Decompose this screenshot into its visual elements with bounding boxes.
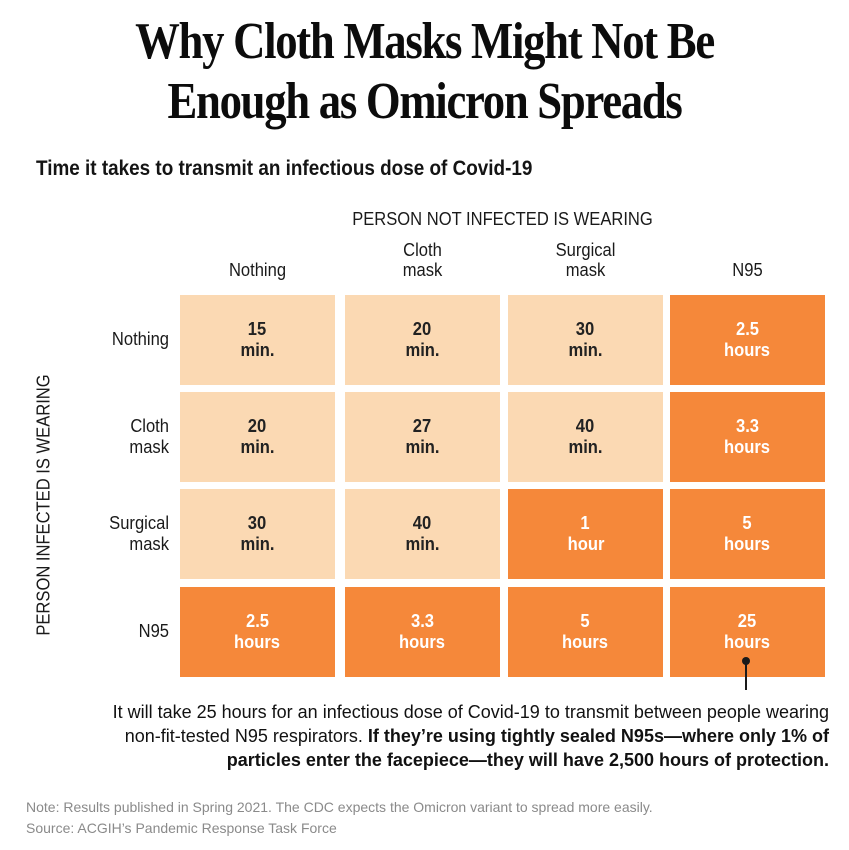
column-header-line-1 <box>186 240 329 260</box>
cell-value: 30 <box>248 513 267 533</box>
table-cell: 20 min. <box>180 392 335 482</box>
column-header-line-1: Surgical <box>555 240 616 260</box>
chart-title-line-2: Enough as Omicron Spreads <box>167 73 682 130</box>
cell-unit: hours <box>724 632 771 652</box>
chart-title: Why Cloth Masks Might Not Be Enough as O… <box>59 12 789 132</box>
row-header: Cloth mask <box>86 416 169 458</box>
table-cell: 5 hours <box>508 587 663 677</box>
row-header-line-2: mask <box>129 534 169 554</box>
cell-unit: hours <box>724 534 771 554</box>
annotation-line-2-bold: If they’re using tightly sealed N95s—whe… <box>367 726 829 746</box>
cell-value: 20 <box>248 416 267 436</box>
table-cell: 27 min. <box>345 392 500 482</box>
cell-value: 5 <box>580 611 591 631</box>
cell-unit: hours <box>724 437 771 457</box>
table-cell: 30 min. <box>180 489 335 579</box>
column-header-line-1: Cloth <box>403 240 442 260</box>
table-cell: 15 min. <box>180 295 335 385</box>
note-text: Note: Results published in Spring 2021. … <box>26 799 653 815</box>
cell-unit: min. <box>568 437 603 457</box>
cell-unit: hours <box>234 632 281 652</box>
chart-title-line-1: Why Cloth Masks Might Not Be <box>135 13 715 70</box>
footnote: Note: Results published in Spring 2021. … <box>26 797 653 839</box>
cell-value: 25 <box>738 611 757 631</box>
column-header-line-2: mask <box>565 260 606 280</box>
cell-unit: hours <box>399 632 446 652</box>
cell-unit: min. <box>405 340 440 360</box>
cell-value: 3.3 <box>410 611 435 631</box>
cell-unit: min. <box>568 340 603 360</box>
table-cell: 2.5 hours <box>670 295 825 385</box>
column-header: Surgical mask <box>514 240 657 280</box>
table-cell: 40 min. <box>345 489 500 579</box>
row-header: Surgical mask <box>86 513 169 555</box>
row-header-line-1: N95 <box>138 621 169 641</box>
row-header: N95 <box>86 621 169 642</box>
cell-unit: min. <box>240 437 275 457</box>
column-header: Nothing <box>186 240 329 280</box>
row-header: Nothing <box>86 329 169 350</box>
annotation-line-2: non-fit-tested N95 respirators. If they’… <box>29 724 829 748</box>
table-cell: 5 hours <box>670 489 825 579</box>
column-header-line-2: Nothing <box>228 260 287 280</box>
row-header-line-1: Surgical <box>109 513 169 533</box>
row-header-line-1: Nothing <box>111 329 169 349</box>
annotation-line-3: particles enter the facepiece—they will … <box>226 750 829 770</box>
column-axis-title: PERSON NOT INFECTED IS WEARING <box>352 209 653 229</box>
cell-unit: min. <box>405 437 440 457</box>
table-cell: 3.3 hours <box>345 587 500 677</box>
column-header-line-2: N95 <box>732 260 763 280</box>
table-cell: 3.3 hours <box>670 392 825 482</box>
chart-subtitle: Time it takes to transmit an infectious … <box>36 157 533 180</box>
cell-value: 40 <box>576 416 595 436</box>
cell-value: 1 <box>580 513 591 533</box>
annotation-line-1: It will take 25 hours for an infectious … <box>112 702 829 722</box>
cell-value: 2.5 <box>735 319 760 339</box>
cell-value: 40 <box>413 513 432 533</box>
cell-value: 3.3 <box>735 416 760 436</box>
cell-unit: hour <box>567 534 604 554</box>
annotation-pointer-line <box>745 660 747 690</box>
table-cell: 1 hour <box>508 489 663 579</box>
cell-value: 5 <box>742 513 753 533</box>
source-text: Source: ACGIH’s Pandemic Response Task F… <box>26 820 337 836</box>
cell-unit: hours <box>562 632 609 652</box>
annotation-text: It will take 25 hours for an infectious … <box>29 700 829 772</box>
cell-value: 2.5 <box>245 611 270 631</box>
cell-unit: hours <box>724 340 771 360</box>
annotation-line-2-plain: non-fit-tested N95 respirators. <box>124 726 368 746</box>
annotation-pointer-dot <box>742 657 750 665</box>
row-header-line-2: mask <box>129 437 169 457</box>
column-header-line-1 <box>676 240 819 260</box>
column-header: N95 <box>676 240 819 280</box>
cell-value: 15 <box>248 319 267 339</box>
row-header-line-1: Cloth <box>130 416 169 436</box>
table-cell: 40 min. <box>508 392 663 482</box>
cell-value: 20 <box>413 319 432 339</box>
table-cell: 2.5 hours <box>180 587 335 677</box>
table-cell: 30 min. <box>508 295 663 385</box>
cell-unit: min. <box>240 340 275 360</box>
cell-unit: min. <box>240 534 275 554</box>
row-axis-title: PERSON INFECTED IS WEARING <box>33 374 54 636</box>
column-header-line-2: mask <box>402 260 443 280</box>
table-cell: 20 min. <box>345 295 500 385</box>
cell-unit: min. <box>405 534 440 554</box>
column-header: Cloth mask <box>351 240 494 280</box>
cell-value: 30 <box>576 319 595 339</box>
cell-value: 27 <box>413 416 432 436</box>
